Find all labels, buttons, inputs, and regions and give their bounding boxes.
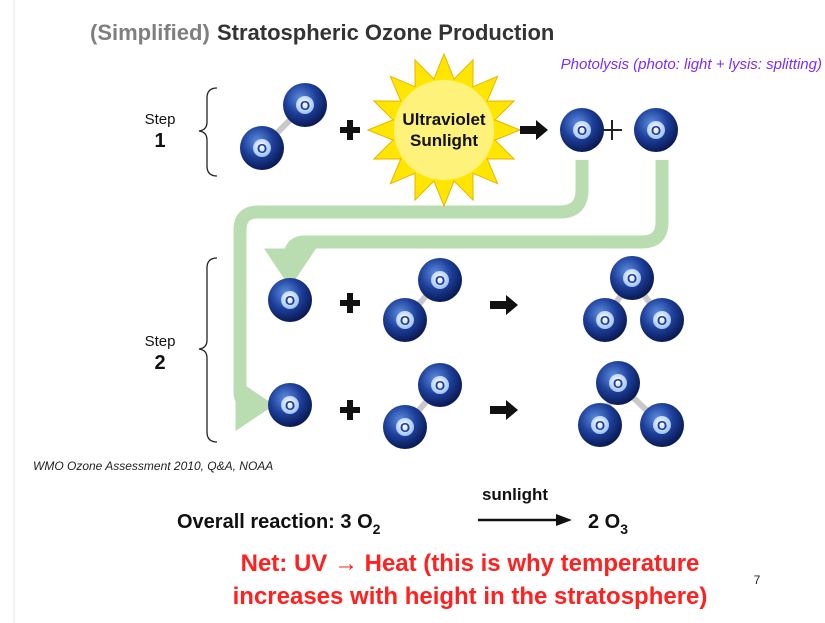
atom-label: O	[300, 98, 310, 113]
atom-core	[596, 311, 614, 329]
net-text: Net: UV → Heat (this is why temperature	[241, 550, 700, 577]
atom-label: O	[627, 271, 637, 286]
atom-label: O	[651, 123, 661, 138]
atom-core	[253, 139, 271, 157]
atom-label: O	[600, 313, 610, 328]
atom-label: O	[435, 273, 445, 288]
title: Stratospheric Ozone Production	[217, 20, 554, 45]
atom-label: O	[285, 398, 295, 413]
citation: WMO Ozone Assessment 2010, Q&A, NOAA	[33, 459, 273, 473]
atom-label: O	[657, 313, 667, 328]
atom-label: O	[400, 420, 410, 435]
reaction-arrowhead	[556, 514, 572, 526]
atom-label: O	[595, 418, 605, 433]
atom-core	[396, 418, 414, 436]
atom-label: O	[257, 141, 267, 156]
operators	[340, 120, 548, 420]
atoms: O O O O O O O O O O O O O O O O	[240, 83, 684, 449]
brace	[198, 87, 218, 177]
plus	[347, 400, 353, 420]
sun	[366, 52, 522, 208]
atom-core	[573, 121, 591, 139]
plus-thin	[602, 120, 622, 140]
atom-label: O	[285, 293, 295, 308]
atom-core	[396, 311, 414, 329]
title-prefix: (Simplified)	[90, 20, 210, 45]
atom-label: O	[400, 313, 410, 328]
step-number: 2	[154, 352, 165, 374]
plus	[347, 120, 353, 140]
atom-label: O	[435, 378, 445, 393]
step-label: Step	[145, 333, 176, 350]
product-sub: 3	[620, 521, 628, 537]
product-main: 2 O	[588, 511, 620, 533]
overall-label: Overall reaction:	[177, 511, 335, 533]
atom-label: O	[657, 418, 667, 433]
arrow-label: sunlight	[482, 485, 548, 504]
plus	[347, 293, 353, 313]
atom-core	[647, 121, 665, 139]
atom-core	[653, 311, 671, 329]
atom-core	[431, 271, 449, 289]
atom-label: O	[613, 376, 623, 391]
atom-core	[296, 96, 314, 114]
brace	[198, 257, 218, 443]
atom-core	[653, 416, 671, 434]
arrow	[520, 120, 548, 140]
flow-pipe	[264, 160, 669, 288]
reactant-sub: 2	[373, 521, 381, 537]
atom-core	[591, 416, 609, 434]
sun-text: Ultraviolet	[402, 110, 485, 129]
atom-label: O	[577, 123, 587, 138]
atom-core	[281, 396, 299, 414]
net-text: increases with height in the stratospher…	[233, 583, 708, 610]
subtitle: Photolysis (photo: light + lysis: splitt…	[561, 56, 822, 73]
atom-core	[281, 291, 299, 309]
flow-pipe	[233, 160, 589, 431]
product: 2 O3	[588, 511, 628, 537]
reactant: 3 O	[340, 511, 372, 533]
arrow	[490, 295, 518, 315]
atom-core	[609, 374, 627, 392]
sun-text: Sunlight	[410, 131, 478, 150]
atom-core	[431, 376, 449, 394]
step-label: Step	[145, 111, 176, 128]
atom-core	[623, 269, 641, 287]
arrow	[490, 400, 518, 420]
sun-body	[394, 80, 494, 180]
overall-reaction: Overall reaction: 3 O2	[177, 511, 381, 537]
page-number: 7	[754, 573, 761, 587]
step-number: 1	[154, 130, 165, 152]
